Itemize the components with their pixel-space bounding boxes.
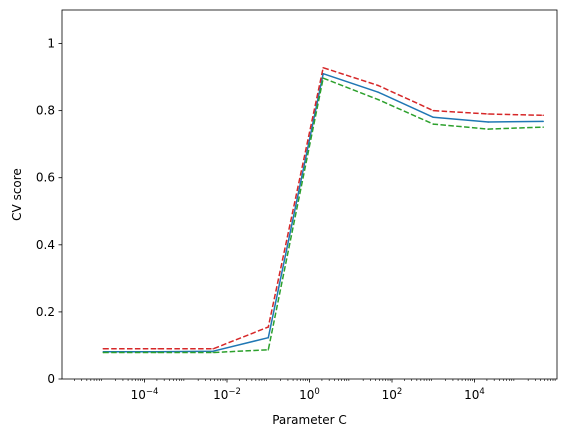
x-tick-label: 104 [464,387,485,402]
data-point [542,120,544,123]
data-point [212,348,214,350]
data-point [322,66,324,69]
data-point [157,351,159,354]
data-point [322,72,324,75]
y-tick-label: 0 [47,372,55,386]
data-point [267,336,270,339]
data-point [542,114,544,117]
data-point [377,91,379,93]
data-point [102,348,105,350]
y-tick-label: 0.6 [36,171,55,185]
data-point [432,123,435,125]
data-point [322,77,324,79]
data-point [432,116,435,119]
y-tick-label: 0.2 [36,305,55,319]
x-tick-label: 10−2 [213,387,241,402]
x-tick-label: 102 [382,387,403,402]
data-point [377,84,379,87]
data-point [542,126,544,128]
data-point [157,348,159,350]
x-tick-label: 100 [299,387,320,402]
y-axis-label: CV score [10,168,24,221]
y-tick-label: 1 [47,37,55,51]
data-point [102,351,105,354]
x-axis: 10−4 10−2 100 102 104 [74,379,556,402]
y-axis: 0 0.2 0.4 0.6 0.8 1 [36,37,62,386]
data-point [487,121,489,123]
data-point [267,349,270,351]
series-line-2 [103,66,544,350]
data-point [487,128,489,130]
x-axis-label: Parameter C [272,413,347,427]
series-layer [102,66,544,354]
data-point [267,326,270,328]
data-point [487,113,489,115]
series-line-3 [103,77,544,354]
y-tick-label: 0.4 [36,238,55,252]
data-point [377,98,379,101]
x-tick-label: 10−4 [131,387,159,402]
y-tick-label: 0.8 [36,104,55,118]
data-point [212,350,214,352]
plot-background [62,10,557,379]
data-point [212,351,214,354]
data-point [432,109,435,112]
